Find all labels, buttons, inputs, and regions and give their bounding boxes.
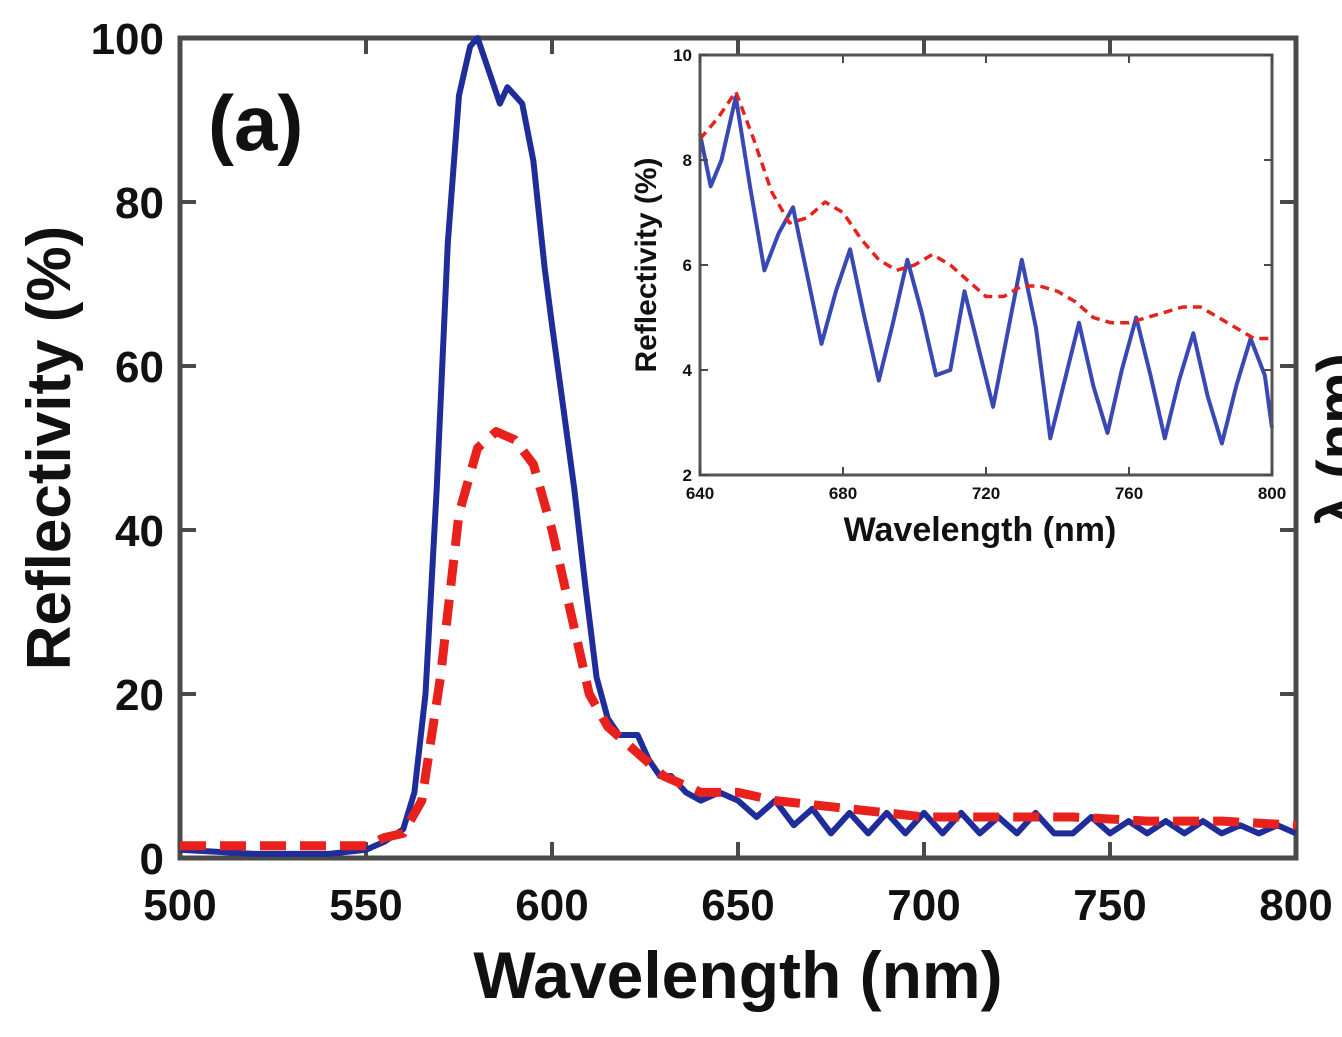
y-tick-label: 20	[115, 671, 164, 720]
inset-chart: 640 680 720 760 800 2 4 6 8 10 Wavelength (nm) Re…	[630, 46, 1286, 549]
inset-tick-labels: 640 680 720 760 800 2 4 6 8 10	[673, 46, 1286, 503]
main-x-axis-label: Wavelength (nm)	[473, 938, 1002, 1012]
x-tick-label: 800	[1259, 881, 1332, 930]
inset-x-axis-label: Wavelength (nm)	[844, 511, 1117, 549]
main-series	[179, 35, 1298, 857]
y-tick-label: 60	[115, 343, 164, 392]
x-tick-label: 680	[829, 484, 857, 503]
y-tick-label: 80	[115, 179, 164, 228]
x-tick-label: 640	[686, 484, 714, 503]
main-tick-marks	[178, 36, 1298, 860]
inset-plot-background	[700, 55, 1272, 475]
x-tick-label: 700	[887, 881, 960, 930]
x-tick-label: 600	[515, 881, 588, 930]
main-tick-labels: 500 550 600 650 700 750 800 0 20 40 60 80 100	[91, 15, 1333, 930]
x-tick-label: 500	[143, 881, 216, 930]
inset-y-axis-label: Reflectivity (%)	[630, 157, 663, 372]
y-tick-label: 0	[140, 835, 164, 884]
main-y-axis-label: Reflectivity (%)	[15, 226, 84, 670]
y-tick-label: 100	[91, 15, 164, 64]
main-chart: 500 550 600 650 700 750 800 0 20 40 60 80 100 (a) Wa…	[15, 15, 1333, 1012]
y-tick-label: 4	[683, 361, 693, 380]
inset-tick-marks	[699, 54, 1273, 476]
x-tick-label: 720	[972, 484, 1000, 503]
y-tick-label: 8	[683, 151, 692, 170]
x-tick-label: 650	[701, 881, 774, 930]
solid-series-line	[698, 95, 1274, 446]
y-tick-label: 2	[683, 466, 692, 485]
dashed-series-line	[698, 89, 1272, 341]
y-tick-label: 10	[673, 46, 692, 65]
x-tick-label: 800	[1258, 484, 1286, 503]
x-tick-label: 550	[329, 881, 402, 930]
dashed-series-line	[180, 427, 1297, 851]
right-axis-partial-label: λ (nm)	[1306, 353, 1342, 527]
panel-label: (a)	[208, 79, 303, 167]
x-tick-label: 750	[1073, 881, 1146, 930]
y-tick-label: 6	[683, 256, 692, 275]
inset-series	[698, 89, 1274, 446]
x-tick-label: 760	[1115, 484, 1143, 503]
y-tick-label: 40	[115, 507, 164, 556]
